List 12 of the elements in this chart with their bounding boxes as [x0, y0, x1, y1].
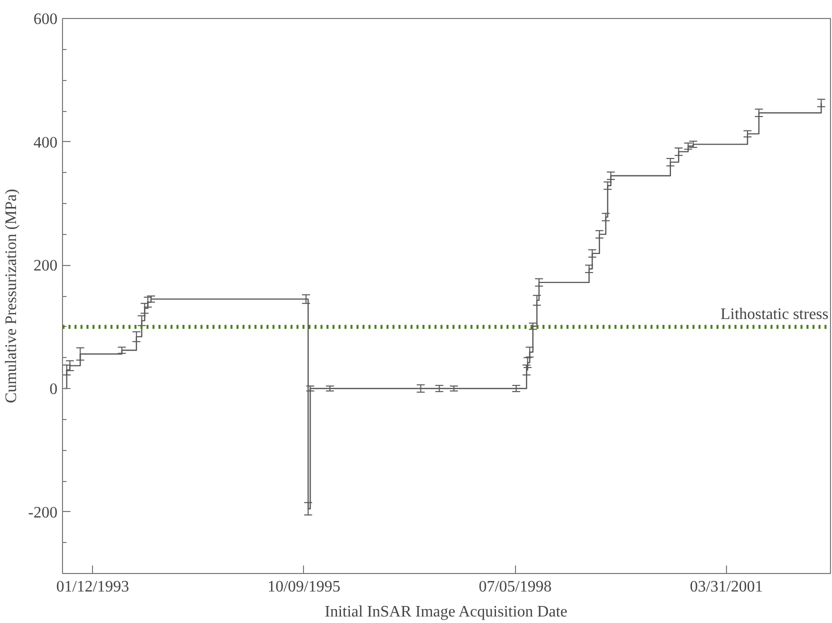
y-tick-label: 200	[34, 258, 58, 275]
y-tick-label: 0	[50, 381, 58, 398]
ref-line-label: Lithostatic stress	[720, 306, 828, 323]
x-tick-label: 03/31/2001	[690, 578, 763, 596]
y-tick-label: 400	[34, 134, 58, 152]
y-axis-title: Cumulative Pressurization (MPa)	[3, 188, 20, 404]
y-tick-label: 600	[34, 11, 58, 28]
x-axis-title: Initial InSAR Image Acquisition Date	[324, 604, 568, 620]
x-tick-label: 07/05/1998	[478, 578, 552, 596]
y-tick-label: -200	[28, 504, 58, 522]
x-tick-label: 10/09/1995	[267, 578, 340, 596]
x-tick-label: 01/12/1993	[56, 578, 130, 596]
